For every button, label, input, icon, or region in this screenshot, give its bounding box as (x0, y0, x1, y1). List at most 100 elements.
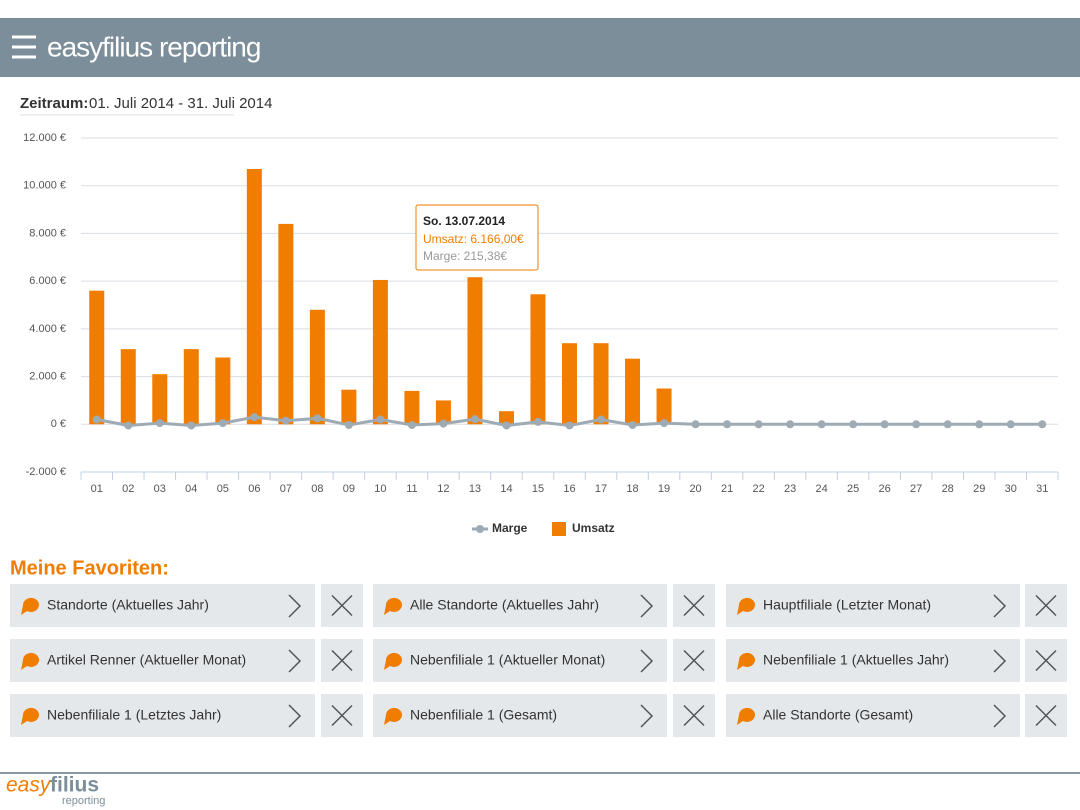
line-point (124, 421, 133, 430)
x-tick-label: 11 (406, 483, 417, 495)
y-tick-label: 4.000 € (29, 323, 66, 335)
favorite-open[interactable] (993, 649, 1007, 673)
line-point (187, 421, 196, 430)
legend-label[interactable]: Marge (492, 521, 528, 535)
favorite-open[interactable] (288, 704, 302, 728)
favorite-card[interactable] (373, 584, 667, 627)
bar (467, 277, 483, 425)
favorite-icon (737, 707, 755, 725)
logo-filius: filius (50, 774, 99, 797)
favorite-label[interactable]: Alle Standorte (Gesamt) (763, 707, 913, 723)
line-point (786, 420, 795, 429)
favorite-open[interactable] (288, 594, 302, 618)
period-label: Zeitraum: (20, 95, 88, 112)
favorite-icon (21, 597, 39, 615)
favorite-delete-icon[interactable] (1035, 704, 1057, 727)
favorite-card[interactable] (373, 694, 667, 737)
x-tick-label: 26 (879, 483, 891, 495)
y-tick-label: 6.000 € (29, 275, 66, 287)
favorite-delete-icon[interactable] (683, 704, 705, 727)
legend-dot (476, 525, 484, 533)
line-point (470, 415, 479, 424)
x-tick-label: 27 (910, 483, 922, 495)
x-tick-label: 01 (91, 483, 103, 495)
favorite-label[interactable]: Hauptfiliale (Letzter Monat) (763, 597, 931, 613)
favorite-label[interactable]: Alle Standorte (Aktuelles Jahr) (410, 597, 599, 613)
favorite-delete-icon[interactable] (683, 594, 705, 617)
line-point (943, 420, 952, 429)
x-tick-label: 13 (469, 483, 481, 495)
x-tick-label: 20 (689, 483, 701, 495)
x-tick-label: 18 (626, 483, 638, 495)
favorite-open[interactable] (640, 649, 654, 673)
favorite-delete-icon[interactable] (331, 704, 353, 727)
line-point (407, 421, 416, 430)
bar (89, 290, 105, 425)
favorite-icon (21, 707, 39, 725)
tooltip-marge: Marge: 215,38€ (423, 249, 507, 263)
line-point (912, 420, 921, 429)
bar (593, 343, 609, 425)
y-tick-label: 8.000 € (29, 227, 66, 239)
favorite-card[interactable] (10, 584, 315, 627)
favorite-label[interactable]: Nebenfiliale 1 (Letztes Jahr) (47, 707, 221, 723)
x-tick-label: 31 (1036, 483, 1048, 495)
line-point (439, 419, 448, 428)
favorite-open[interactable] (288, 649, 302, 673)
tooltip-title: So. 13.07.2014 (423, 214, 505, 228)
period-value: 01. Juli 2014 - 31. Juli 2014 (89, 95, 272, 112)
favorite-label[interactable]: Nebenfiliale 1 (Aktueller Monat) (410, 652, 605, 668)
bar (309, 309, 325, 425)
favorite-label[interactable]: Nebenfiliale 1 (Gesamt) (410, 707, 557, 723)
x-tick-label: 02 (122, 483, 134, 495)
favorite-card[interactable] (10, 694, 315, 737)
favorite-card[interactable] (726, 694, 1020, 737)
y-tick-label: 2.000 € (29, 370, 66, 382)
line-point (817, 420, 826, 429)
line-point (218, 419, 227, 428)
legend-label[interactable]: Umsatz (572, 521, 615, 535)
line-point (754, 420, 763, 429)
chart: -2.000 € 0 € 2.000 € 4.000 € 6.000 € 8.000 € 1… (23, 132, 1059, 536)
x-tick-label: 07 (280, 483, 292, 495)
favorite-delete-icon[interactable] (1035, 649, 1057, 672)
header-bar (0, 18, 1080, 77)
favorite-delete-icon[interactable] (683, 649, 705, 672)
line-point (628, 421, 637, 430)
favorite-open[interactable] (993, 704, 1007, 728)
favorite-open[interactable] (640, 704, 654, 728)
favorite-open[interactable] (993, 594, 1007, 618)
favorite-card[interactable] (10, 639, 315, 682)
x-tick-label: 19 (658, 483, 670, 495)
favorite-label[interactable]: Standorte (Aktuelles Jahr) (47, 597, 209, 613)
favorite-label[interactable]: Nebenfiliale 1 (Aktuelles Jahr) (763, 652, 949, 668)
menu-icon[interactable] (12, 35, 36, 59)
favorite-card[interactable] (726, 639, 1020, 682)
line-point (313, 414, 322, 423)
favorite-open[interactable] (640, 594, 654, 618)
favorite-card[interactable] (373, 639, 667, 682)
x-tick-label: 12 (437, 483, 449, 495)
favorite-card[interactable] (726, 584, 1020, 627)
bar (278, 223, 294, 425)
line-point (597, 415, 606, 424)
x-tick-label: 09 (343, 483, 355, 495)
x-tick-label: 21 (721, 483, 733, 495)
bar (183, 349, 199, 425)
favorite-label[interactable]: Artikel Renner (Aktueller Monat) (47, 652, 246, 668)
favorite-delete-icon[interactable] (1035, 594, 1057, 617)
favorite-delete-icon[interactable] (331, 649, 353, 672)
bar (656, 388, 672, 425)
y-tick-label: 12.000 € (23, 132, 66, 144)
bar (372, 279, 388, 425)
favorites: Standorte (Aktuelles Jahr) Alle Standorte… (10, 584, 1067, 737)
bar (341, 389, 357, 425)
x-tick-label: 06 (248, 483, 260, 495)
line-point (565, 421, 574, 430)
bar (498, 411, 514, 425)
x-tick-label: 14 (500, 483, 512, 495)
tooltip-umsatz: Umsatz: 6.166,00€ (423, 232, 524, 246)
bar (625, 358, 641, 425)
favorite-delete-icon[interactable] (331, 594, 353, 617)
